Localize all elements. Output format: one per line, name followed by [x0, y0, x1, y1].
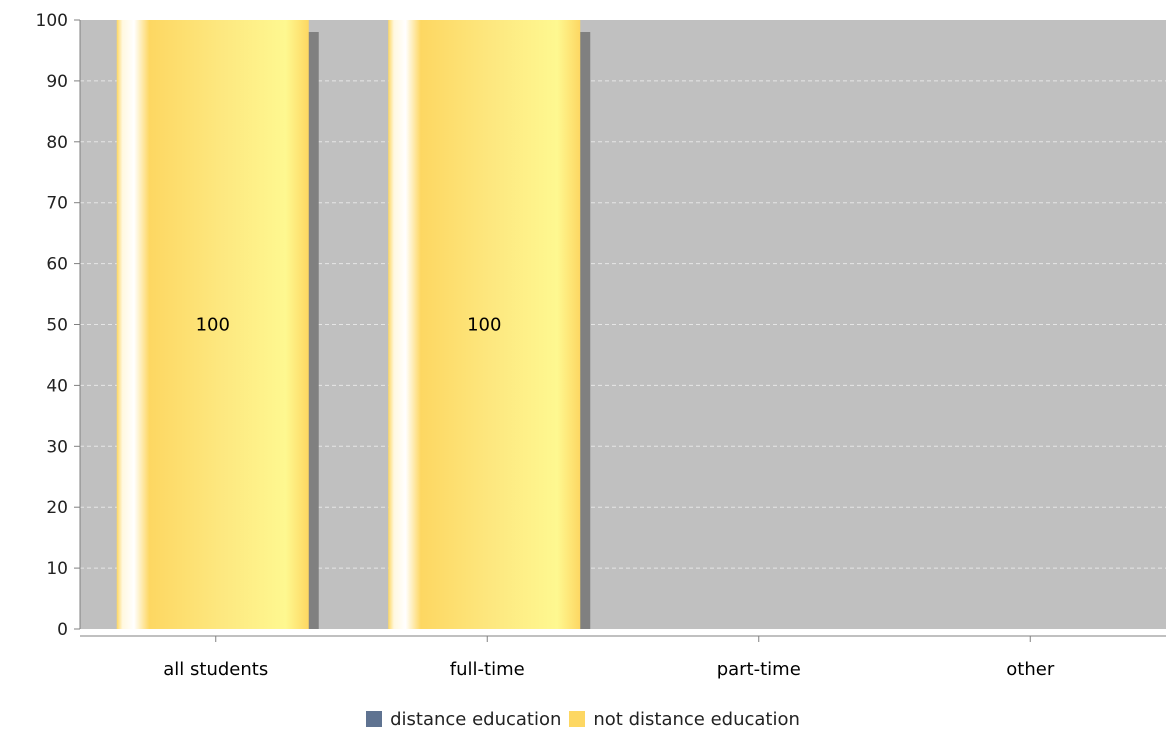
bar-chart: 0 10 20 30 40 50 60 70 80 90 100 all students full-…	[36, 11, 1166, 680]
legend: distance education not distance educatio…	[0, 704, 1166, 734]
bar-not-distance-education-all-students	[116, 20, 309, 629]
y-tick-label: 20	[46, 498, 68, 518]
x-axis-ticks: all students full-time part-time other	[163, 636, 1055, 680]
y-tick-label: 60	[46, 255, 68, 275]
legend-swatch-not-distance-education	[569, 711, 586, 727]
y-tick-label: 10	[46, 559, 68, 579]
data-label: 100	[196, 315, 230, 336]
legend-item-distance-education: distance education	[366, 709, 561, 730]
legend-label-not-distance-education: not distance education	[593, 708, 800, 730]
y-tick-label: 30	[46, 437, 68, 457]
y-axis-ticks: 0 10 20 30 40 50 60 70 80 90 100	[36, 11, 80, 640]
data-label: 100	[467, 315, 501, 336]
bars	[116, 20, 591, 629]
legend-swatch-distance-education	[366, 711, 383, 727]
y-tick-label: 70	[46, 194, 68, 214]
x-tick-label: part-time	[717, 659, 801, 680]
x-tick-label: other	[1006, 659, 1055, 680]
x-tick-label: full-time	[450, 659, 525, 680]
y-tick-label: 90	[46, 72, 68, 92]
y-tick-label: 80	[46, 133, 68, 153]
y-tick-label: 40	[46, 376, 68, 396]
bar-not-distance-education-full-time	[388, 20, 581, 629]
x-tick-label: all students	[163, 659, 268, 680]
legend-item-not-distance-education: not distance education	[569, 709, 800, 730]
y-tick-label: 0	[57, 620, 68, 640]
gridlines	[80, 80, 1166, 569]
y-tick-label: 50	[46, 316, 68, 336]
y-tick-label: 100	[36, 11, 68, 31]
data-labels: 100 100	[196, 315, 502, 336]
legend-label-distance-education: distance education	[390, 708, 562, 730]
